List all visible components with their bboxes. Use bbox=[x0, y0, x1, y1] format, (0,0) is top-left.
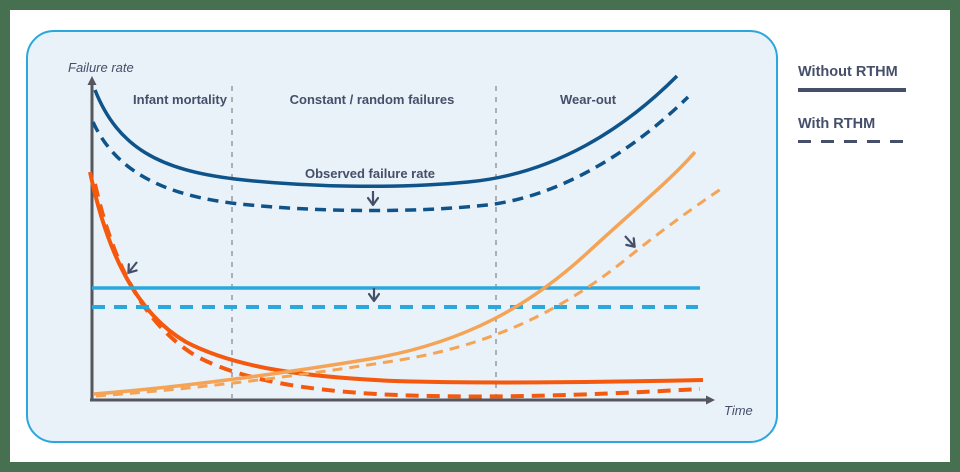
legend-label-with-rthm: With RTHM bbox=[798, 115, 876, 132]
observed-failure-rate-label: Observed failure rate bbox=[304, 166, 436, 181]
series-wear-out-without-rthm bbox=[93, 150, 697, 396]
series-infant-mortality-with-rthm bbox=[93, 183, 701, 399]
legend-item-with-rthm: With RTHM bbox=[798, 115, 908, 143]
series-wear-out-with-rthm bbox=[95, 187, 722, 398]
legend-item-without-rthm: Without RTHM bbox=[798, 64, 908, 92]
series-observed-without-rthm bbox=[93, 74, 679, 189]
legend-line-dashed bbox=[798, 139, 906, 143]
region-dividers bbox=[231, 86, 497, 398]
region-label-infant-mortality: Infant mortality bbox=[133, 92, 227, 107]
arrow-wear-out-shift bbox=[624, 235, 636, 248]
legend-label-without-rthm: Without RTHM bbox=[798, 64, 898, 80]
legend: Without RTHM With RTHM bbox=[798, 64, 908, 167]
legend-line-solid bbox=[798, 88, 906, 92]
y-axis-label: Failure rate bbox=[68, 60, 134, 75]
series bbox=[88, 74, 722, 399]
region-label-constant-random-failures: Constant / random failures bbox=[289, 92, 455, 107]
axes bbox=[87, 76, 715, 405]
arrow-infant-shift bbox=[127, 261, 138, 274]
shift-arrows bbox=[127, 191, 636, 303]
series-infant-mortality-without-rthm bbox=[88, 171, 704, 385]
x-axis-label: Time bbox=[724, 403, 753, 418]
region-label-wear-out: Wear-out bbox=[559, 92, 617, 107]
series-observed-with-rthm bbox=[91, 95, 690, 213]
page-canvas: Failure rate Infant mortality Constant /… bbox=[10, 10, 950, 462]
